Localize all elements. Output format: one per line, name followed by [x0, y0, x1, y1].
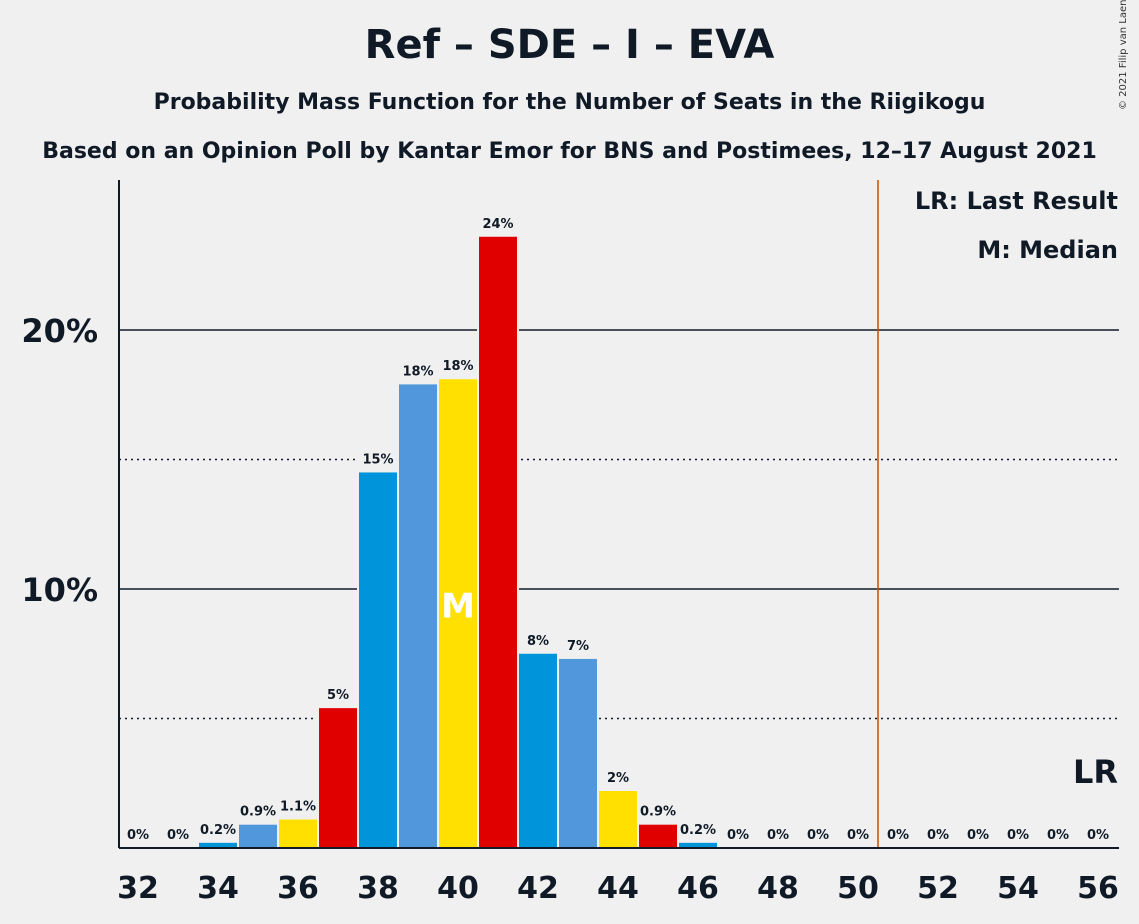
bar-seat-45: [639, 824, 677, 848]
chart-title: Ref – SDE – I – EVA: [364, 22, 775, 68]
bar-label-52: 0%: [927, 828, 949, 843]
bar-label-38: 15%: [362, 452, 393, 467]
x-tick-label: 36: [277, 871, 319, 906]
legend: LR: Last Result M: Median LR: [915, 187, 1118, 791]
bar-label-39: 18%: [402, 364, 433, 379]
bar-seat-36: [279, 819, 317, 848]
bar-label-37: 5%: [327, 688, 349, 703]
bar-label-42: 8%: [527, 634, 549, 649]
bar-label-55: 0%: [1047, 828, 1069, 843]
bar-label-51: 0%: [887, 828, 909, 843]
bar-seat-44: [599, 791, 637, 848]
bar-label-40: 18%: [442, 359, 473, 374]
median-marker: M: [441, 586, 475, 626]
bar-seat-40: [439, 379, 477, 848]
bar-seat-35: [239, 824, 277, 848]
bar-seat-41: [479, 236, 517, 848]
gridlines: [119, 180, 1119, 848]
bar-label-45: 0.9%: [640, 805, 676, 820]
bar-label-36: 1.1%: [280, 800, 316, 815]
x-tick-label: 46: [677, 871, 719, 906]
bars: [197, 214, 719, 848]
x-tick-label: 48: [757, 871, 799, 906]
bar-label-43: 7%: [567, 639, 589, 654]
x-tick-label: 38: [357, 871, 399, 906]
legend-last-result: LR: Last Result: [915, 187, 1118, 215]
x-tick-label: 40: [437, 871, 479, 906]
chart-source-note: Based on an Opinion Poll by Kantar Emor …: [42, 139, 1097, 164]
bar-label-50: 0%: [847, 828, 869, 843]
bar-label-33: 0%: [167, 828, 189, 843]
bar-label-44: 2%: [607, 771, 629, 786]
bar-label-35: 0.9%: [240, 805, 276, 820]
bar-label-56: 0%: [1087, 828, 1109, 843]
bar-seat-37: [319, 708, 357, 848]
x-tick-label: 44: [597, 871, 639, 906]
x-tick-label: 34: [197, 871, 239, 906]
y-tick-label: 10%: [21, 571, 98, 609]
last-result-label: LR: [1073, 753, 1118, 791]
bar-label-49: 0%: [807, 828, 829, 843]
x-tick-label: 42: [517, 871, 559, 906]
axes: 10% 20% 32 34 36 38 40 42 44 46 48 50 52 54 56: [21, 180, 1119, 906]
bar-seat-42: [519, 653, 557, 848]
bar-label-34: 0.2%: [200, 823, 236, 838]
bar-seat-34: [199, 842, 237, 848]
y-tick-label: 20%: [21, 312, 98, 350]
bar-label-41: 24%: [482, 217, 513, 232]
bar-seat-38: [359, 472, 397, 848]
x-tick-label: 32: [117, 871, 159, 906]
x-tick-label: 56: [1077, 871, 1119, 906]
bar-label-48: 0%: [767, 828, 789, 843]
x-tick-label: 54: [997, 871, 1039, 906]
bar-label-32: 0%: [127, 828, 149, 843]
x-tick-label: 52: [917, 871, 959, 906]
bar-label-53: 0%: [967, 828, 989, 843]
bar-label-54: 0%: [1007, 828, 1029, 843]
legend-median: M: Median: [977, 236, 1118, 264]
bar-labels: 0% 0% 0.2% 0.9% 1.1% 5% 15% 18% 18% M 24% 8% 7% 2% 0.9…: [127, 217, 1109, 843]
bar-seat-46: [679, 842, 717, 848]
bar-label-47: 0%: [727, 828, 749, 843]
x-tick-label: 50: [837, 871, 879, 906]
bar-label-46: 0.2%: [680, 823, 716, 838]
chart-subtitle: Probability Mass Function for the Number…: [153, 90, 986, 115]
bar-seat-39: [399, 384, 437, 848]
bar-seat-43: [559, 658, 597, 848]
